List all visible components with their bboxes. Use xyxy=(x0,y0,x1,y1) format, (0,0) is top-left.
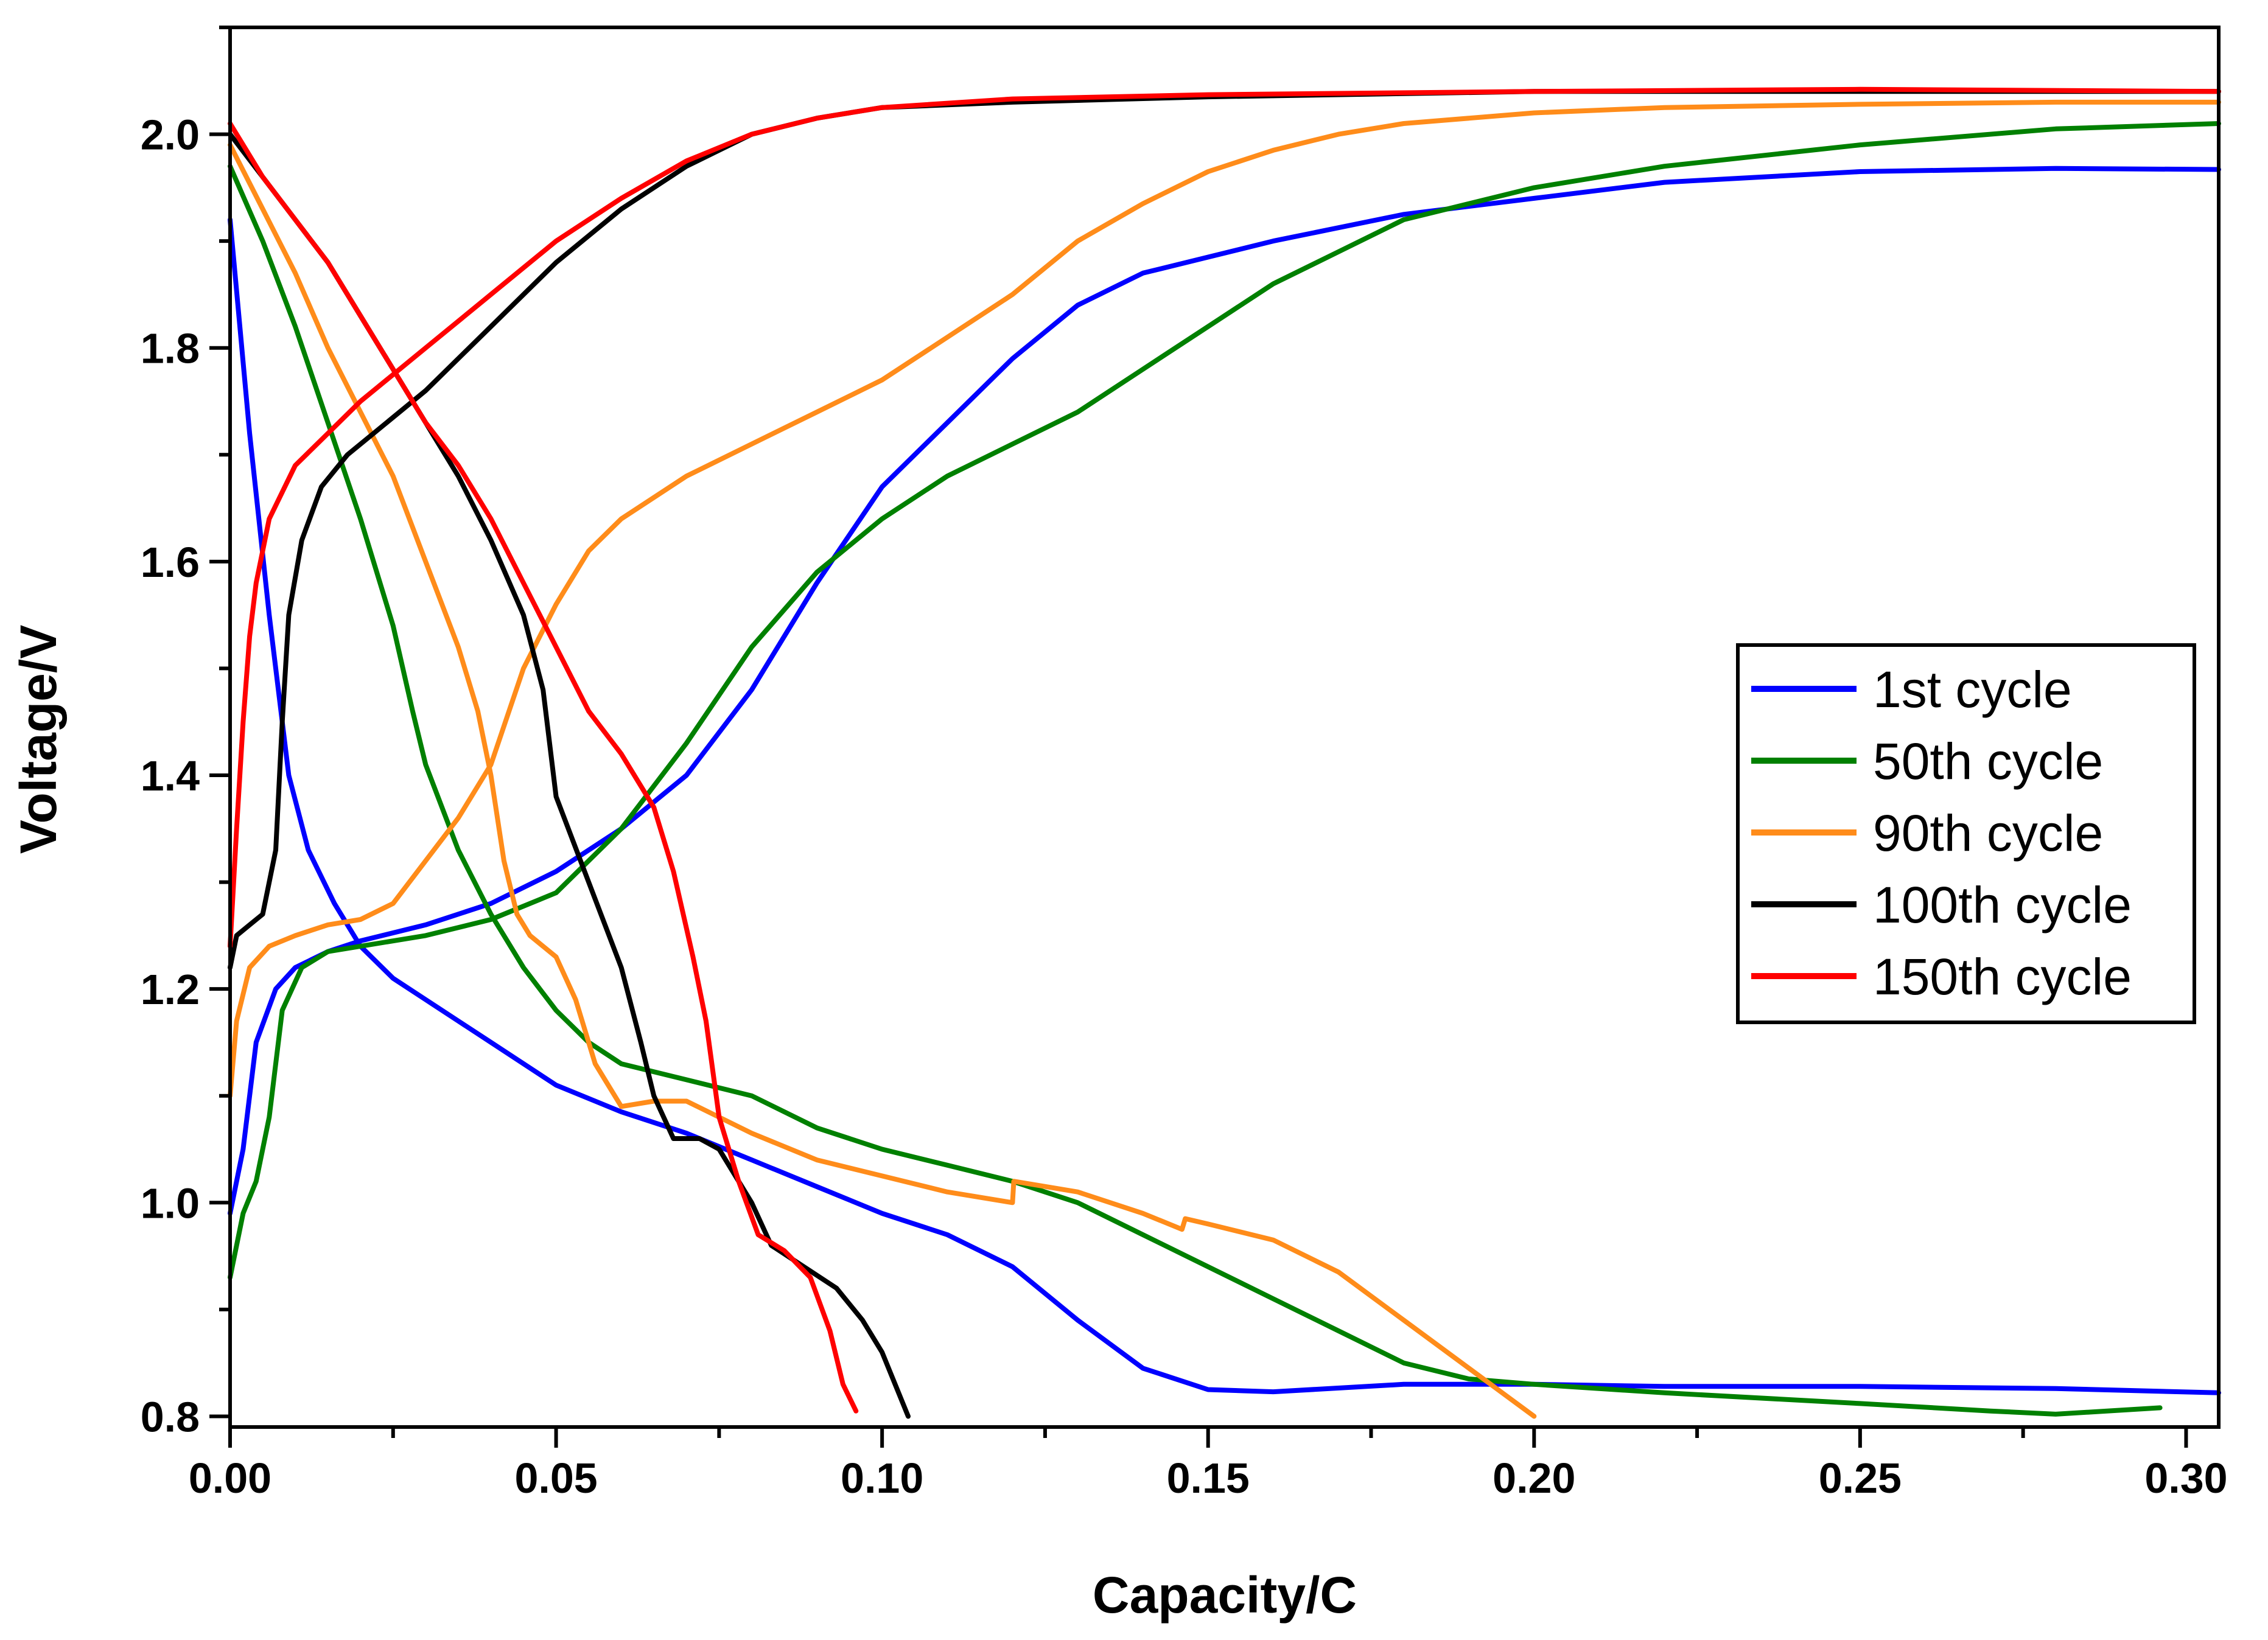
series-4-discharge-line xyxy=(228,131,911,1419)
series-2-charge-line xyxy=(228,121,2221,1280)
legend: 1st cycle 50th cycle 90th cycle 100th cycle… xyxy=(1736,643,2196,1024)
x-tick-label: 0.20 xyxy=(1493,1454,1575,1502)
y-axis-title: Voltage/V xyxy=(10,625,67,854)
x-tick-label: 0.05 xyxy=(514,1454,597,1502)
x-axis-title: Capacity/C xyxy=(1093,1566,1357,1624)
legend-label: 100th cycle xyxy=(1873,876,2132,933)
y-tick-label: 0.8 xyxy=(141,1393,200,1440)
x-tick-label: 0.00 xyxy=(189,1454,271,1502)
y-tick-label: 2.0 xyxy=(141,111,200,159)
series-5-charge-line xyxy=(228,86,2221,949)
series-3-discharge-line xyxy=(228,142,1537,1419)
legend-label: 150th cycle xyxy=(1873,948,2132,1005)
axes-layer: 0.00 0.05 0.10 0.15 0.20 0.25 0.30 0.8 1.0 1.2 1.4… xyxy=(141,26,2228,1502)
y-tick-label: 1.0 xyxy=(141,1179,200,1227)
y-tick-label: 1.4 xyxy=(141,752,200,800)
x-tick-label: 0.15 xyxy=(1167,1454,1250,1502)
y-tick-label: 1.8 xyxy=(141,325,200,372)
x-tick-label: 0.25 xyxy=(1819,1454,1902,1502)
y-tick-label: 1.2 xyxy=(141,966,200,1013)
plot-frame xyxy=(228,26,2221,1429)
legend-label: 50th cycle xyxy=(1873,733,2103,790)
x-tick-label: 0.10 xyxy=(841,1454,923,1502)
legend-label: 90th cycle xyxy=(1873,804,2103,862)
series-2-discharge-line xyxy=(228,164,2163,1417)
series-3-charge-line xyxy=(228,99,2221,1098)
legend-label: 1st cycle xyxy=(1873,661,2072,718)
series-layer xyxy=(228,86,2221,1419)
series-5-discharge-line xyxy=(228,121,859,1414)
y-tick-label: 1.6 xyxy=(141,539,200,586)
series-4-charge-line xyxy=(228,89,2221,970)
series-1-discharge-line xyxy=(228,217,2221,1395)
x-tick-label: 0.30 xyxy=(2144,1454,2227,1502)
